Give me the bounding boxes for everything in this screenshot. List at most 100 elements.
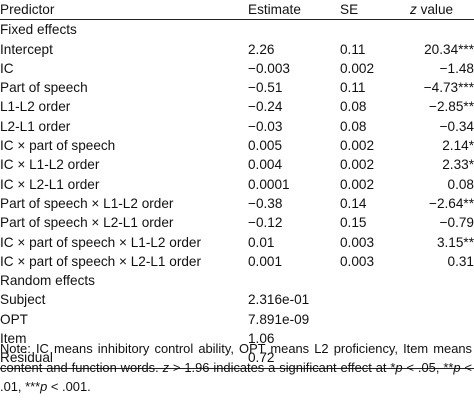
table-note: Note: IC means inhibitory control abilit… [0, 339, 472, 396]
random-effects-heading: Random effects [0, 271, 474, 290]
predictor-cell: IC × part of speech [0, 138, 116, 154]
estimate-cell: 0.005 [248, 138, 283, 154]
z-value-cell: 2.33* [442, 157, 474, 173]
header-se: SE [340, 0, 410, 21]
se-cell [340, 310, 410, 329]
note-p2-stars: ** [443, 360, 454, 375]
se-cell [340, 348, 410, 369]
estimate-cell: 2.26 [248, 41, 275, 57]
z-value-cell: −0.79 [439, 215, 474, 231]
table-row: Item 1.06 [0, 329, 474, 348]
table-row: Part of speech −0.51 0.11 −4.73*** [0, 78, 474, 97]
se-cell: 0.003 [340, 253, 375, 269]
note-p2-rest: < .01, [0, 360, 473, 394]
predictor-cell: L1-L2 order [0, 99, 71, 115]
z-value-cell [410, 348, 474, 369]
estimate-cell: −0.38 [248, 195, 283, 211]
table-row: IC × L1-L2 order 0.004 0.002 2.33* [0, 155, 474, 174]
header-z-value: z value [410, 0, 474, 21]
estimate-cell: −0.24 [248, 99, 283, 115]
estimate-cell: 0.001 [248, 253, 283, 269]
note-p3-symbol: p [40, 379, 48, 394]
table-row: IC × part of speech × L1-L2 order 0.01 0.0… [0, 233, 474, 252]
note-p1-stars: * [390, 360, 396, 375]
table-row: OPT 7.891e-09 [0, 310, 474, 329]
note-z-text: > 1.96 indicates a significant effect at [169, 360, 391, 375]
fixed-effects-heading-label: Fixed effects [0, 22, 77, 38]
random-effects-heading-label: Random effects [0, 273, 95, 289]
estimate-cell: 0.0001 [248, 176, 290, 192]
z-value-cell: −2.64** [429, 195, 474, 211]
z-value-cell [410, 310, 474, 329]
predictor-cell: Intercept [0, 41, 53, 57]
se-cell: 0.08 [340, 99, 367, 115]
predictor-cell: Part of speech × L1-L2 order [0, 195, 174, 211]
fixed-effects-heading: Fixed effects [0, 20, 474, 40]
z-value-cell: 3.15** [436, 234, 474, 250]
se-cell: 0.002 [340, 157, 375, 173]
predictor-cell: IC × L1-L2 order [0, 157, 100, 173]
estimate-cell: −0.51 [248, 80, 283, 96]
se-cell [340, 290, 410, 309]
z-value-cell: 20.34*** [424, 41, 474, 57]
z-value-cell: 0.08 [447, 176, 474, 192]
estimate-cell: 2.316e-01 [248, 292, 310, 308]
table-row: L1-L2 order −0.24 0.08 −2.85** [0, 97, 474, 116]
note-p1-symbol: p [395, 360, 403, 375]
estimate-cell: 1.06 [248, 331, 275, 347]
predictor-cell: Part of speech [0, 80, 88, 96]
se-cell: 0.003 [340, 234, 375, 250]
z-value-cell: −4.73*** [423, 80, 474, 96]
table-row: Part of speech × L2-L1 order −0.12 0.15 −0.… [0, 213, 474, 232]
predictor-cell: L2-L1 order [0, 118, 71, 134]
predictor-cell: IC [0, 60, 14, 76]
header-estimate: Estimate [248, 0, 340, 21]
table-row: Residual 0.72 [0, 348, 474, 369]
estimate-cell: −0.03 [248, 118, 283, 134]
estimate-cell: −0.12 [248, 215, 283, 231]
table-row: IC −0.003 0.002 −1.48 [0, 59, 474, 78]
z-value-cell [410, 290, 474, 309]
estimate-cell: −0.003 [248, 60, 290, 76]
se-cell: 0.15 [340, 215, 367, 231]
predictor-cell: Part of speech × L2-L1 order [0, 215, 174, 231]
table-row: IC × part of speech 0.005 0.002 2.14* [0, 136, 474, 155]
table-row: Part of speech × L1-L2 order −0.38 0.14 −2.… [0, 194, 474, 213]
se-cell: 0.14 [340, 195, 367, 211]
table-body: Fixed effects Intercept 2.26 0.11 20.34*** IC… [0, 20, 474, 369]
header-row: Predictor Estimate SE z value [0, 0, 474, 21]
se-cell: 0.002 [340, 176, 375, 192]
note-p1-rest: < .05, [402, 360, 444, 375]
estimate-cell: 0.72 [248, 348, 340, 369]
note-p3-rest: < .001. [47, 379, 91, 394]
predictor-cell: IC × part of speech × L1-L2 order [0, 234, 202, 250]
note-z-symbol: z [162, 360, 170, 375]
z-value-cell: −0.34 [439, 118, 474, 134]
se-cell: 0.08 [340, 118, 367, 134]
regression-table: Predictor Estimate SE z value Fixed effe… [0, 0, 474, 369]
predictor-cell: IC × L2-L1 order [0, 176, 100, 192]
header-z-label: value [416, 2, 454, 17]
z-value-cell: −1.48 [439, 60, 474, 76]
se-cell: 0.002 [340, 138, 375, 154]
header-z-symbol: z [410, 2, 417, 17]
note-p3-stars: *** [25, 379, 41, 394]
note-p2-symbol: p [453, 360, 461, 375]
estimate-cell: 7.891e-09 [248, 311, 310, 327]
estimate-cell: 0.01 [248, 234, 275, 250]
table-row: IC × L2-L1 order 0.0001 0.002 0.08 [0, 175, 474, 194]
estimate-cell: 0.004 [248, 157, 283, 173]
table-row: Subject 2.316e-01 [0, 290, 474, 309]
predictor-cell: Subject [0, 292, 46, 308]
z-value-cell: 0.31 [447, 253, 474, 269]
se-cell: 0.11 [340, 80, 366, 96]
se-cell: 0.11 [340, 41, 366, 57]
predictor-cell: IC × part of speech × L2-L1 order [0, 253, 202, 269]
table-row: Intercept 2.26 0.11 20.34*** [0, 40, 474, 59]
z-value-cell: 2.14* [442, 138, 474, 154]
predictor-cell: Item [0, 331, 27, 347]
table-row: IC × part of speech × L2-L1 order 0.001 0.… [0, 252, 474, 271]
table-row: L2-L1 order −0.03 0.08 −0.34 [0, 117, 474, 136]
predictor-cell: OPT [0, 311, 28, 327]
